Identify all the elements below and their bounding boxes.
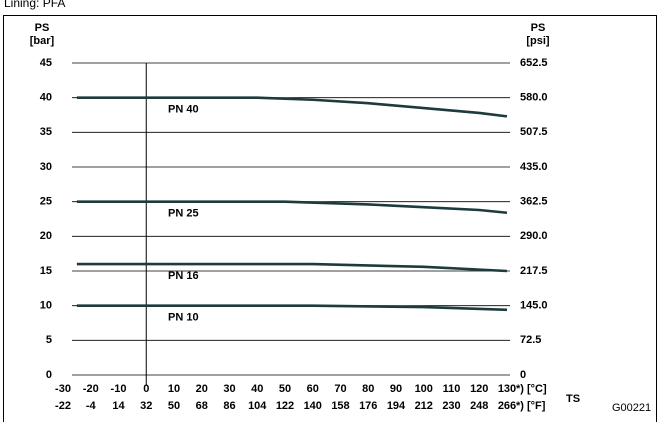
x2-tick-label: 230 xyxy=(442,400,460,412)
x-tick-label: 60 xyxy=(307,383,319,395)
x-tick-label: 0 xyxy=(143,383,149,395)
x2-tick-label: 248 xyxy=(470,400,488,412)
x2-tick-label: 104 xyxy=(248,400,267,412)
x-tick-label: 120 xyxy=(470,383,488,395)
y2-tick-label: 0 xyxy=(520,369,526,381)
x-tick-label: 30 xyxy=(223,383,235,395)
x-unit: *) [°C] xyxy=(516,383,547,395)
x-label: TS xyxy=(566,393,580,405)
series-label: PN 40 xyxy=(168,104,199,116)
x-tick-label: 50 xyxy=(279,383,291,395)
x-tick-label: 70 xyxy=(334,383,346,395)
x2-tick-label: 86 xyxy=(223,400,235,412)
x2-tick-label: 32 xyxy=(140,400,152,412)
x2-tick-label: 50 xyxy=(168,400,180,412)
y-tick-label: 10 xyxy=(40,300,52,312)
x2-tick-label: -4 xyxy=(86,400,97,412)
y-label: PS xyxy=(35,22,50,34)
y2-tick-label: 290.0 xyxy=(520,230,548,242)
x-tick-label: 40 xyxy=(251,383,263,395)
y-unit: [bar] xyxy=(30,35,55,47)
x2-tick-label: 68 xyxy=(196,400,208,412)
series-line xyxy=(76,304,508,312)
y-tick-label: 5 xyxy=(46,334,52,346)
x-tick-label: 90 xyxy=(390,383,402,395)
y2-unit: [psi] xyxy=(526,35,550,47)
x-tick-label: 100 xyxy=(415,383,433,395)
x-tick-label: 20 xyxy=(196,383,208,395)
y2-tick-label: 145.0 xyxy=(520,300,548,312)
x-tick-label: -30 xyxy=(55,383,71,395)
y2-tick-label: 435.0 xyxy=(520,161,548,173)
y-tick-label: 0 xyxy=(46,369,52,381)
y-tick-label: 40 xyxy=(40,92,52,104)
y-tick-label: 45 xyxy=(40,57,52,69)
y-tick-label: 15 xyxy=(40,265,52,277)
y-tick-label: 35 xyxy=(40,126,52,138)
y-tick-label: 30 xyxy=(40,161,52,173)
series-label: PN 16 xyxy=(168,270,199,282)
x2-tick-label: 176 xyxy=(359,400,377,412)
series-label: PN 25 xyxy=(168,208,199,220)
x2-unit: *) [°F] xyxy=(516,400,546,412)
series-line xyxy=(76,96,508,118)
y2-tick-label: 72.5 xyxy=(520,334,541,346)
y2-tick-label: 507.5 xyxy=(520,126,548,138)
x2-tick-label: 140 xyxy=(304,400,322,412)
chart-title: Lining: PFA xyxy=(4,0,65,10)
frame xyxy=(3,15,657,422)
x-tick-label: -10 xyxy=(111,383,127,395)
series-label: PN 10 xyxy=(168,312,199,324)
x-tick-label: 130 xyxy=(498,383,516,395)
y2-tick-label: 362.5 xyxy=(520,196,548,208)
x2-tick-label: -22 xyxy=(55,400,71,412)
x-tick-label: 10 xyxy=(168,383,180,395)
y-tick-label: 20 xyxy=(40,230,52,242)
x-tick-label: -20 xyxy=(83,383,99,395)
x2-tick-label: 14 xyxy=(112,400,125,412)
x-tick-label: 110 xyxy=(443,383,461,395)
series-line xyxy=(76,200,508,215)
series-line xyxy=(76,262,508,273)
figure-id: G00221 xyxy=(612,402,651,414)
y2-label: PS xyxy=(531,22,546,34)
x2-tick-label: 158 xyxy=(331,400,349,412)
y-tick-label: 25 xyxy=(40,196,52,208)
y2-tick-label: 217.5 xyxy=(520,265,548,277)
y2-tick-label: 580.0 xyxy=(520,92,548,104)
x2-tick-label: 122 xyxy=(276,400,294,412)
x2-tick-label: 212 xyxy=(415,400,433,412)
x2-tick-label: 266 xyxy=(498,400,516,412)
x-tick-label: 80 xyxy=(362,383,374,395)
x2-tick-label: 194 xyxy=(387,400,406,412)
y2-tick-label: 652.5 xyxy=(520,57,548,69)
